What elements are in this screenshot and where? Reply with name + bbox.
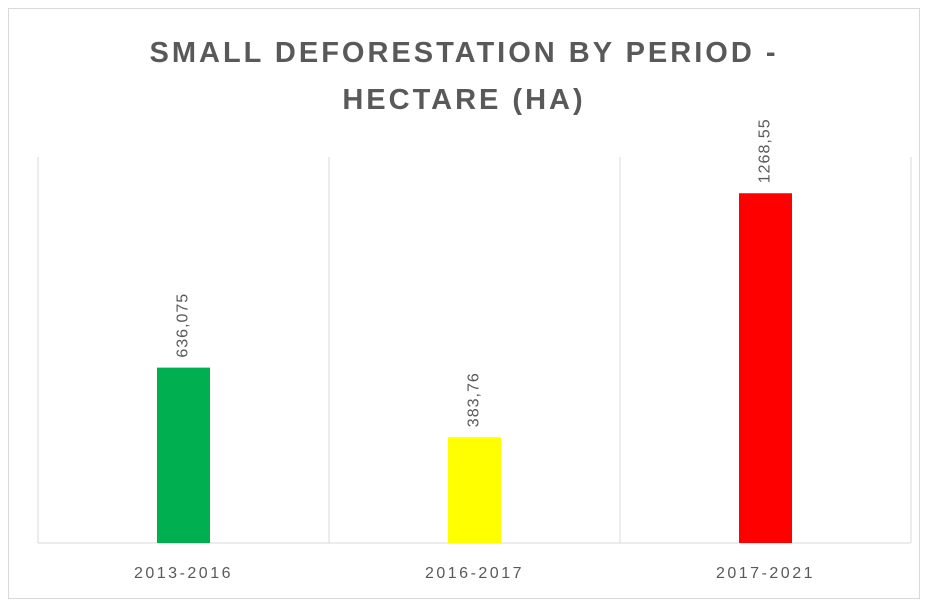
bar <box>157 367 210 543</box>
data-label: 636,075 <box>175 293 192 358</box>
x-tick-label: 2017-2021 <box>716 565 815 582</box>
chart-title: SMALL DEFORESTATION BY PERIOD - HECTARE … <box>149 37 779 116</box>
chart-border <box>8 8 920 599</box>
x-tick-label: 2016-2017 <box>425 565 524 582</box>
x-tick-label: 2013-2016 <box>134 565 233 582</box>
data-label: 1268,55 <box>757 118 774 183</box>
bar <box>739 193 792 543</box>
bar <box>448 437 501 543</box>
data-label: 383,76 <box>466 372 483 427</box>
